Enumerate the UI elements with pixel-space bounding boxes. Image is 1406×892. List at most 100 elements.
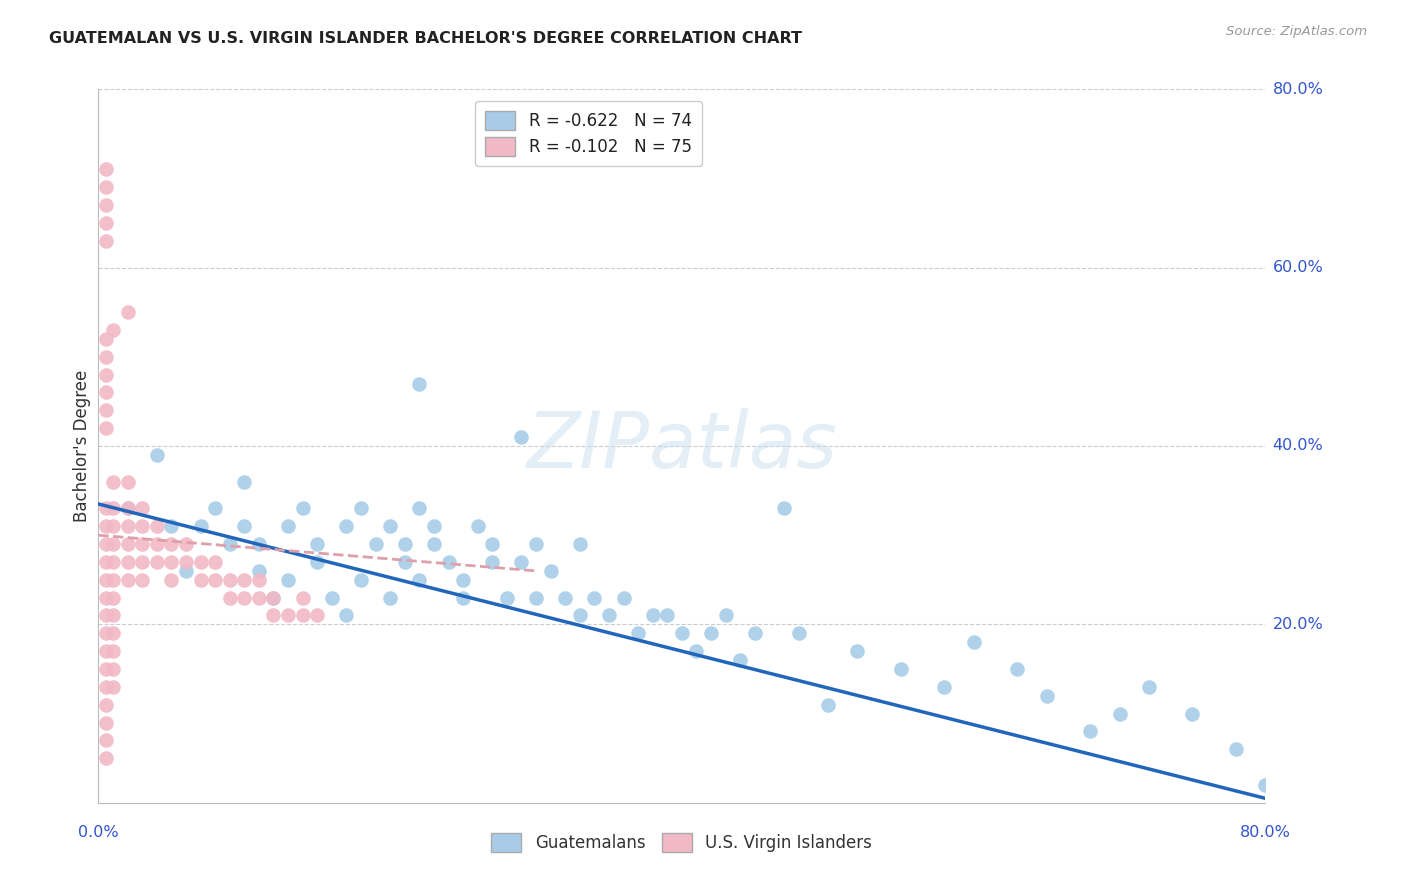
Point	[568, 608, 591, 623]
Point	[190, 519, 212, 533]
Point	[394, 537, 416, 551]
Point	[117, 555, 139, 569]
Point	[218, 591, 240, 605]
Point	[94, 198, 117, 212]
Point	[495, 591, 517, 605]
Point	[685, 644, 707, 658]
Point	[1137, 680, 1160, 694]
Point	[408, 501, 430, 516]
Point	[117, 501, 139, 516]
Point	[94, 555, 117, 569]
Point	[247, 537, 270, 551]
Point	[101, 475, 124, 489]
Point	[101, 662, 124, 676]
Point	[117, 501, 139, 516]
Point	[394, 555, 416, 569]
Point	[101, 591, 124, 605]
Point	[583, 591, 606, 605]
Point	[233, 519, 256, 533]
Text: 40.0%: 40.0%	[1272, 439, 1323, 453]
Point	[94, 751, 117, 765]
Point	[94, 680, 117, 694]
Point	[890, 662, 912, 676]
Point	[117, 519, 139, 533]
Point	[190, 573, 212, 587]
Point	[437, 555, 460, 569]
Point	[101, 519, 124, 533]
Point	[378, 519, 402, 533]
Point	[350, 573, 373, 587]
Point	[451, 573, 474, 587]
Point	[131, 537, 153, 551]
Point	[291, 501, 314, 516]
Point	[612, 591, 634, 605]
Point	[101, 573, 124, 587]
Point	[117, 537, 139, 551]
Point	[101, 537, 124, 551]
Point	[94, 573, 117, 587]
Y-axis label: Bachelor's Degree: Bachelor's Degree	[73, 370, 91, 522]
Point	[94, 537, 117, 551]
Point	[160, 573, 183, 587]
Point	[773, 501, 796, 516]
Text: 20.0%: 20.0%	[1272, 617, 1323, 632]
Point	[262, 591, 284, 605]
Point	[94, 626, 117, 640]
Point	[524, 591, 547, 605]
Point	[700, 626, 723, 640]
Legend: Guatemalans, U.S. Virgin Islanders: Guatemalans, U.S. Virgin Islanders	[485, 826, 879, 859]
Point	[1108, 706, 1130, 721]
Point	[481, 555, 503, 569]
Point	[510, 555, 533, 569]
Point	[817, 698, 839, 712]
Point	[671, 626, 693, 640]
Point	[845, 644, 868, 658]
Point	[174, 537, 197, 551]
Point	[962, 635, 984, 649]
Point	[174, 555, 197, 569]
Text: Source: ZipAtlas.com: Source: ZipAtlas.com	[1226, 25, 1367, 38]
Point	[160, 519, 183, 533]
Point	[262, 591, 284, 605]
Point	[204, 501, 226, 516]
Point	[117, 573, 139, 587]
Point	[101, 644, 124, 658]
Point	[641, 608, 664, 623]
Point	[423, 519, 446, 533]
Point	[321, 591, 343, 605]
Point	[101, 501, 124, 516]
Point	[94, 385, 117, 400]
Point	[94, 332, 117, 346]
Point	[568, 537, 591, 551]
Point	[233, 475, 256, 489]
Point	[481, 537, 503, 551]
Point	[94, 519, 117, 533]
Point	[307, 555, 329, 569]
Point	[146, 519, 169, 533]
Point	[1181, 706, 1204, 721]
Text: GUATEMALAN VS U.S. VIRGIN ISLANDER BACHELOR'S DEGREE CORRELATION CHART: GUATEMALAN VS U.S. VIRGIN ISLANDER BACHE…	[49, 31, 803, 46]
Point	[714, 608, 737, 623]
Text: 0.0%: 0.0%	[79, 825, 118, 840]
Point	[335, 608, 357, 623]
Point	[101, 323, 124, 337]
Point	[94, 715, 117, 730]
Point	[101, 680, 124, 694]
Point	[247, 591, 270, 605]
Point	[131, 573, 153, 587]
Point	[117, 305, 139, 319]
Point	[423, 537, 446, 551]
Point	[277, 519, 299, 533]
Point	[94, 698, 117, 712]
Point	[101, 608, 124, 623]
Point	[146, 555, 169, 569]
Point	[1254, 778, 1277, 792]
Point	[218, 537, 240, 551]
Point	[94, 180, 117, 194]
Text: 60.0%: 60.0%	[1272, 260, 1323, 275]
Point	[101, 555, 124, 569]
Point	[94, 662, 117, 676]
Point	[218, 573, 240, 587]
Point	[307, 608, 329, 623]
Point	[160, 555, 183, 569]
